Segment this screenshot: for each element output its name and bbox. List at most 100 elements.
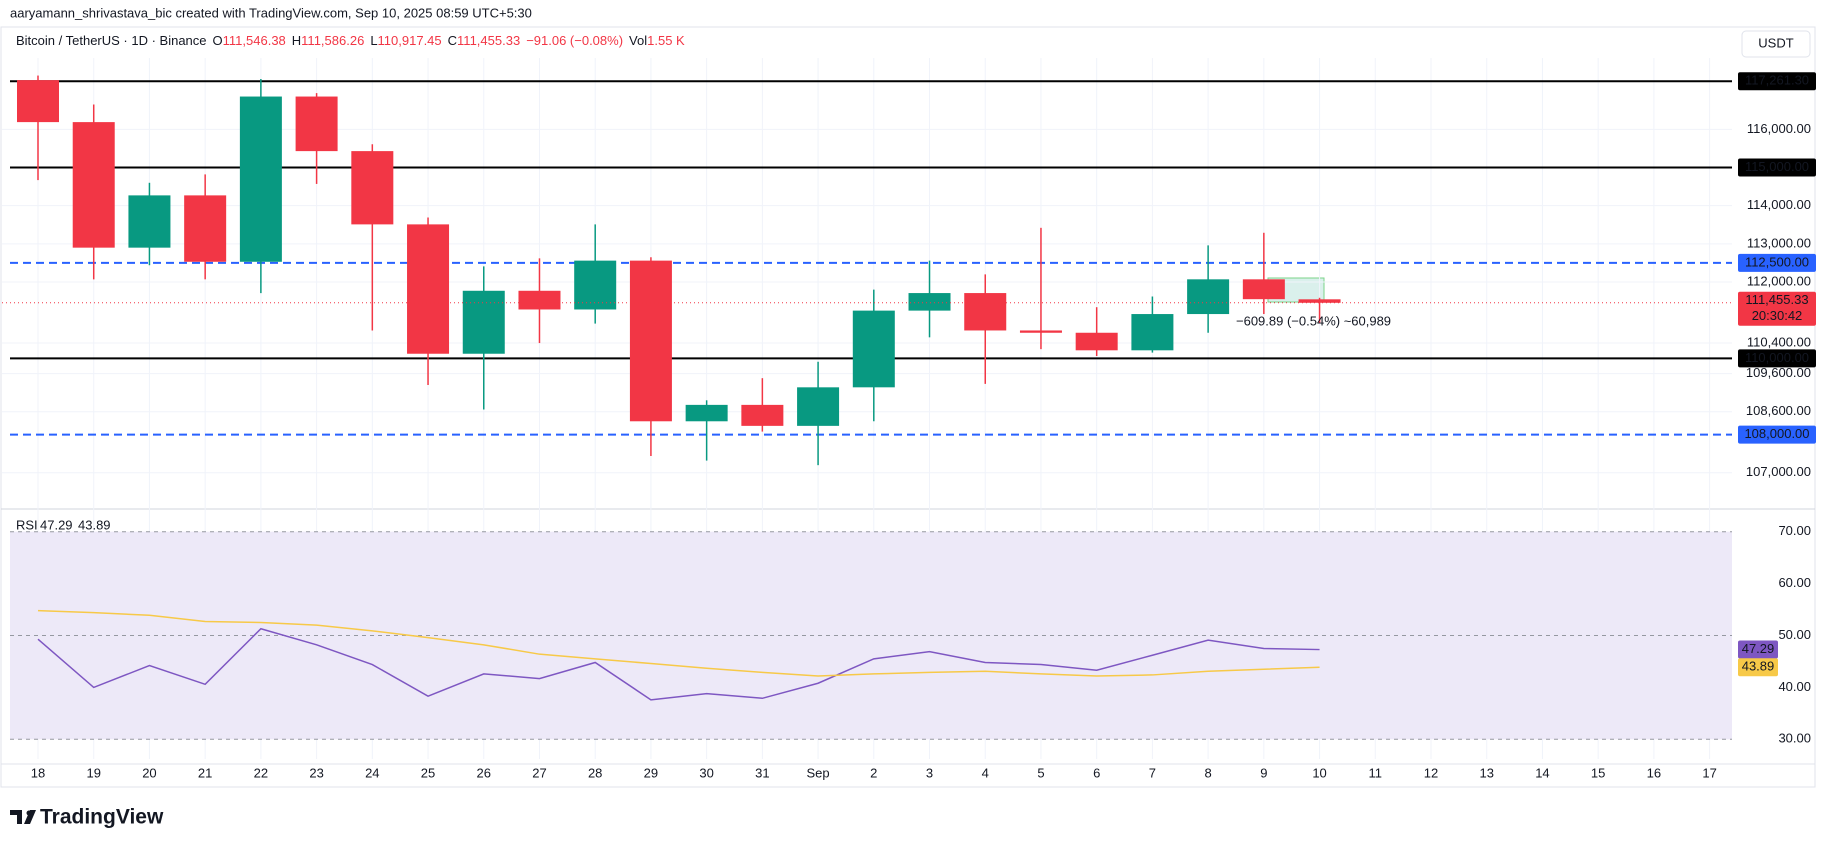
rsi-line — [37, 609, 1320, 677]
currency-button[interactable] — [1741, 30, 1811, 58]
x-tick-label: 7 — [1149, 765, 1156, 780]
legend-key: O — [213, 33, 223, 48]
credit: aaryamann_shrivastava_bic created with T… — [10, 5, 532, 20]
y-tick-label: 109,600.00 — [1746, 365, 1811, 380]
x-tick-label: 20 — [142, 765, 156, 780]
legend-value: 111,455.33 — [457, 33, 520, 48]
rsi-value-label: 47.29 — [1742, 641, 1775, 656]
legend-key: C — [448, 33, 457, 48]
x-tick-label: 14 — [1535, 765, 1549, 780]
x-tick-label: 9 — [1260, 765, 1267, 780]
symbol: Bitcoin / TetherUS · 1D · Binance — [16, 33, 207, 48]
x-tick-label: 16 — [1647, 765, 1661, 780]
candle-body — [852, 310, 895, 388]
x-tick-label: 23 — [309, 765, 323, 780]
level-label: 115,000.00 — [1745, 159, 1809, 174]
legend-key: Vol — [629, 33, 647, 48]
x-tick-label: 25 — [421, 765, 435, 780]
level-label-box — [1738, 72, 1816, 91]
candle-body — [574, 260, 617, 310]
x-tick-label: 18 — [31, 765, 45, 780]
rsi-value-box — [1738, 640, 1778, 659]
candle-body — [629, 260, 672, 422]
y-tick-label: 40.00 — [1778, 679, 1811, 694]
logo: TradingView — [10, 806, 164, 829]
level-label: 108,000.00 — [1744, 426, 1809, 441]
candle-body — [685, 404, 728, 422]
x-tick-label: 24 — [365, 765, 379, 780]
candle-body — [462, 290, 505, 354]
y-tick-label: 60.00 — [1778, 575, 1811, 590]
candle-body — [1187, 279, 1230, 315]
annotation: −609.89 (−0.54%) ~60,989 — [1236, 313, 1391, 328]
level-label-box — [1738, 158, 1816, 177]
y-tick-label: 50.00 — [1778, 627, 1811, 642]
legend-value: 111,586.26 — [301, 33, 364, 48]
level-label-box — [1738, 253, 1816, 272]
candle-body — [184, 195, 227, 262]
x-tick-label: 29 — [644, 765, 658, 780]
legend-value: 110,917.45 — [378, 33, 442, 48]
y-tick-label: 107,000.00 — [1746, 464, 1811, 479]
level-label: 110,000.00 — [1745, 350, 1809, 365]
candle-body — [407, 224, 450, 354]
y-tick-label: 108,600.00 — [1746, 403, 1811, 418]
level-label: 117,261.30 — [1745, 73, 1809, 88]
candle-body — [128, 195, 171, 248]
candle-body — [1131, 314, 1174, 351]
candle-body — [1298, 299, 1341, 303]
candle-body — [964, 293, 1007, 331]
rsi-line — [37, 627, 1320, 701]
candle-body — [72, 122, 115, 248]
x-tick-label: 27 — [532, 765, 546, 780]
currency[interactable]: USDT — [1758, 35, 1793, 50]
level-label-box — [1738, 425, 1816, 444]
x-tick-label: 19 — [86, 765, 100, 780]
legend-key: H — [292, 33, 301, 48]
rsi-legend-value: 47.29 — [40, 517, 73, 532]
x-tick-label: 17 — [1702, 765, 1716, 780]
x-tick-label: 30 — [699, 765, 713, 780]
y-tick-label: 110,400.00 — [1747, 334, 1811, 349]
last-price-box — [1738, 291, 1816, 326]
x-tick-label: 31 — [755, 765, 769, 780]
candle-body — [518, 290, 561, 310]
y-tick-label: 114,000.00 — [1747, 197, 1811, 212]
level-label-box — [1738, 349, 1816, 368]
y-tick-label: 113,000.00 — [1747, 235, 1811, 250]
brand: TradingView — [40, 806, 164, 829]
legend-value: 1.55 K — [647, 33, 685, 48]
rsi-value-label: 43.89 — [1742, 659, 1775, 674]
rsi-legend-value: 43.89 — [78, 517, 111, 532]
last-price-label: 111,455.33 — [1745, 292, 1808, 307]
candle-body — [797, 387, 840, 426]
x-tick-label: 5 — [1037, 765, 1044, 780]
x-tick-label: 12 — [1424, 765, 1438, 780]
level-label: 112,500.00 — [1745, 254, 1809, 269]
legend-key: L — [370, 33, 377, 48]
y-tick-label: 70.00 — [1778, 523, 1811, 538]
y-tick-label: 116,000.00 — [1747, 121, 1811, 136]
candle-body — [1242, 279, 1285, 300]
x-tick-label: 21 — [198, 765, 212, 780]
candle-body — [741, 404, 784, 426]
logo-dot — [26, 810, 32, 816]
countdown: 20:30:42 — [1752, 308, 1803, 323]
x-tick-label: 6 — [1093, 765, 1100, 780]
x-tick-label: 4 — [982, 765, 989, 780]
x-tick-label: 13 — [1479, 765, 1493, 780]
frame — [0, 26, 1816, 788]
legend: Bitcoin / TetherUS · 1D · Binance O111,54… — [16, 33, 685, 48]
x-tick-label: 10 — [1312, 765, 1326, 780]
candle-body — [1075, 332, 1118, 351]
y-tick-label: 30.00 — [1778, 731, 1811, 746]
legend-value: 111,546.38 — [223, 33, 286, 48]
candle-body — [351, 151, 394, 225]
candle-body — [908, 293, 951, 311]
x-tick-label: 2 — [870, 765, 877, 780]
candle-body — [295, 96, 338, 152]
x-tick-label: 15 — [1591, 765, 1605, 780]
candle-body — [239, 96, 282, 262]
